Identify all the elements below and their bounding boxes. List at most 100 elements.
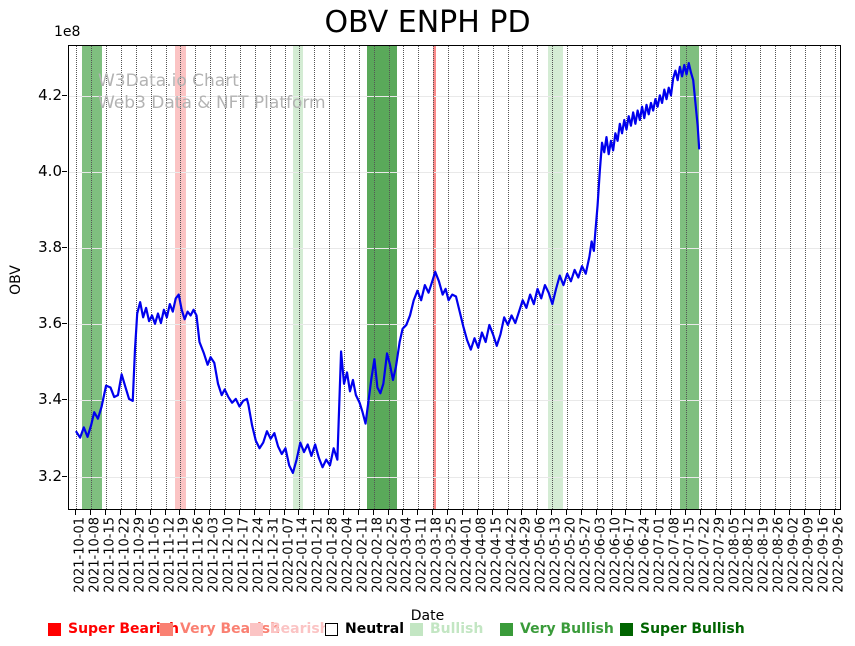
v-gridline: [507, 46, 509, 509]
x-tick-label: 2022-07-01: [652, 517, 668, 593]
x-tick-mark: [164, 510, 166, 515]
legend-item[interactable]: Super Bullish: [620, 618, 745, 640]
v-gridline: [611, 46, 613, 509]
x-tick-mark: [357, 510, 359, 515]
v-gridline: [121, 46, 123, 509]
v-gridline: [165, 46, 167, 509]
legend-swatch: [500, 622, 513, 636]
legend-item[interactable]: Bullish: [410, 618, 483, 640]
v-gridline: [135, 46, 137, 509]
v-gridline: [284, 46, 286, 509]
x-tick-mark: [774, 510, 776, 515]
v-gridline: [834, 46, 836, 509]
legend-swatch: [160, 622, 173, 636]
legend-label: Super Bearish: [68, 621, 179, 637]
h-gridline: [69, 248, 840, 249]
x-tick-mark: [476, 510, 478, 515]
sentiment-band: [679, 46, 700, 509]
y-tick-mark: [62, 475, 67, 477]
x-tick-label: 2022-02-25: [385, 517, 401, 593]
legend-item[interactable]: Neutral: [325, 618, 404, 640]
x-tick-label: 2021-11-19: [176, 517, 192, 593]
x-tick-label: 2021-10-29: [132, 517, 148, 593]
h-gridline: [69, 95, 840, 97]
x-tick-label: 2021-11-05: [147, 517, 163, 593]
x-tick-label: 2021-12-31: [266, 517, 282, 593]
x-tick-label: 2021-12-03: [206, 517, 222, 593]
v-gridline: [760, 46, 762, 509]
x-tick-mark: [655, 510, 657, 515]
v-gridline: [180, 46, 182, 509]
v-gridline: [314, 46, 316, 509]
y-tick-mark: [62, 247, 67, 248]
x-tick-label: 2021-12-17: [236, 517, 252, 593]
y-tick-mark: [62, 399, 67, 401]
x-tick-label: 2022-09-26: [831, 517, 847, 593]
x-tick-mark: [224, 510, 226, 515]
x-tick-mark: [313, 510, 315, 515]
x-tick-mark: [595, 510, 597, 515]
legend: Super Bearish Very Bearish Bearish Neutral B…: [0, 618, 855, 642]
x-tick-label: 2021-10-01: [72, 517, 88, 593]
legend-item[interactable]: Very Bullish: [500, 618, 614, 640]
v-gridline: [358, 46, 360, 509]
h-gridline: [69, 324, 840, 326]
x-tick-mark: [551, 510, 553, 515]
v-gridline: [150, 46, 152, 509]
v-gridline: [596, 46, 598, 509]
x-tick-mark: [506, 510, 508, 515]
v-gridline: [299, 46, 301, 509]
x-tick-label: 2021-10-15: [102, 517, 118, 593]
x-tick-label: 2022-02-18: [370, 517, 386, 593]
x-tick-mark: [640, 510, 642, 515]
x-tick-label: 2021-12-10: [221, 517, 237, 593]
x-tick-label: 2022-01-28: [325, 517, 341, 593]
x-tick-mark: [283, 510, 285, 515]
x-tick-label: 2022-08-05: [727, 517, 742, 593]
x-tick-mark: [536, 510, 538, 515]
x-tick-label: 2022-07-08: [667, 517, 683, 593]
legend-item[interactable]: Bearish: [250, 618, 330, 640]
x-tick-mark: [670, 510, 672, 515]
v-gridline: [195, 46, 197, 509]
x-tick-mark: [402, 510, 404, 515]
y-tick-mark: [62, 94, 67, 96]
v-gridline: [477, 46, 479, 509]
x-tick-label: 2022-03-11: [414, 517, 430, 593]
x-tick-mark: [90, 510, 92, 515]
x-tick-mark: [788, 510, 790, 515]
v-gridline: [344, 46, 345, 509]
x-tick-mark: [491, 510, 493, 515]
v-gridline: [76, 46, 78, 509]
x-tick-mark: [625, 510, 627, 515]
h-gridline: [69, 171, 840, 173]
x-tick-mark: [343, 510, 344, 515]
x-tick-label: 2022-05-13: [548, 517, 564, 593]
legend-item[interactable]: Super Bearish: [48, 618, 179, 640]
x-tick-mark: [149, 510, 151, 515]
y-tick-label: 3.6: [38, 314, 62, 333]
x-tick-label: 2022-03-25: [444, 517, 460, 593]
x-tick-mark: [432, 510, 434, 515]
y-tick-label: 4.2: [38, 85, 62, 104]
sentiment-band: [175, 46, 186, 509]
v-gridline: [91, 46, 93, 509]
x-tick-mark: [120, 510, 122, 515]
x-tick-mark: [447, 510, 449, 515]
x-tick-label: 2021-12-24: [251, 517, 267, 593]
x-tick-mark: [75, 510, 77, 515]
x-tick-label: 2021-10-22: [117, 517, 133, 593]
x-tick-mark: [417, 510, 419, 515]
x-tick-mark: [759, 510, 761, 515]
x-tick-mark: [387, 510, 389, 515]
v-gridline: [819, 46, 821, 509]
y-tick-label: 3.4: [38, 390, 62, 409]
x-tick-mark: [610, 510, 612, 515]
x-tick-label: 2022-01-21: [310, 517, 326, 593]
x-tick-label: 2022-04-01: [459, 517, 475, 593]
y-tick-mark: [62, 323, 67, 325]
y-axis-ticks: 3.2 3.4 3.6 3.8 4.0 4.2: [0, 45, 67, 510]
v-gridline: [804, 46, 806, 509]
legend-label: Very Bullish: [520, 621, 614, 637]
x-tick-label: 2022-05-20: [563, 517, 579, 593]
